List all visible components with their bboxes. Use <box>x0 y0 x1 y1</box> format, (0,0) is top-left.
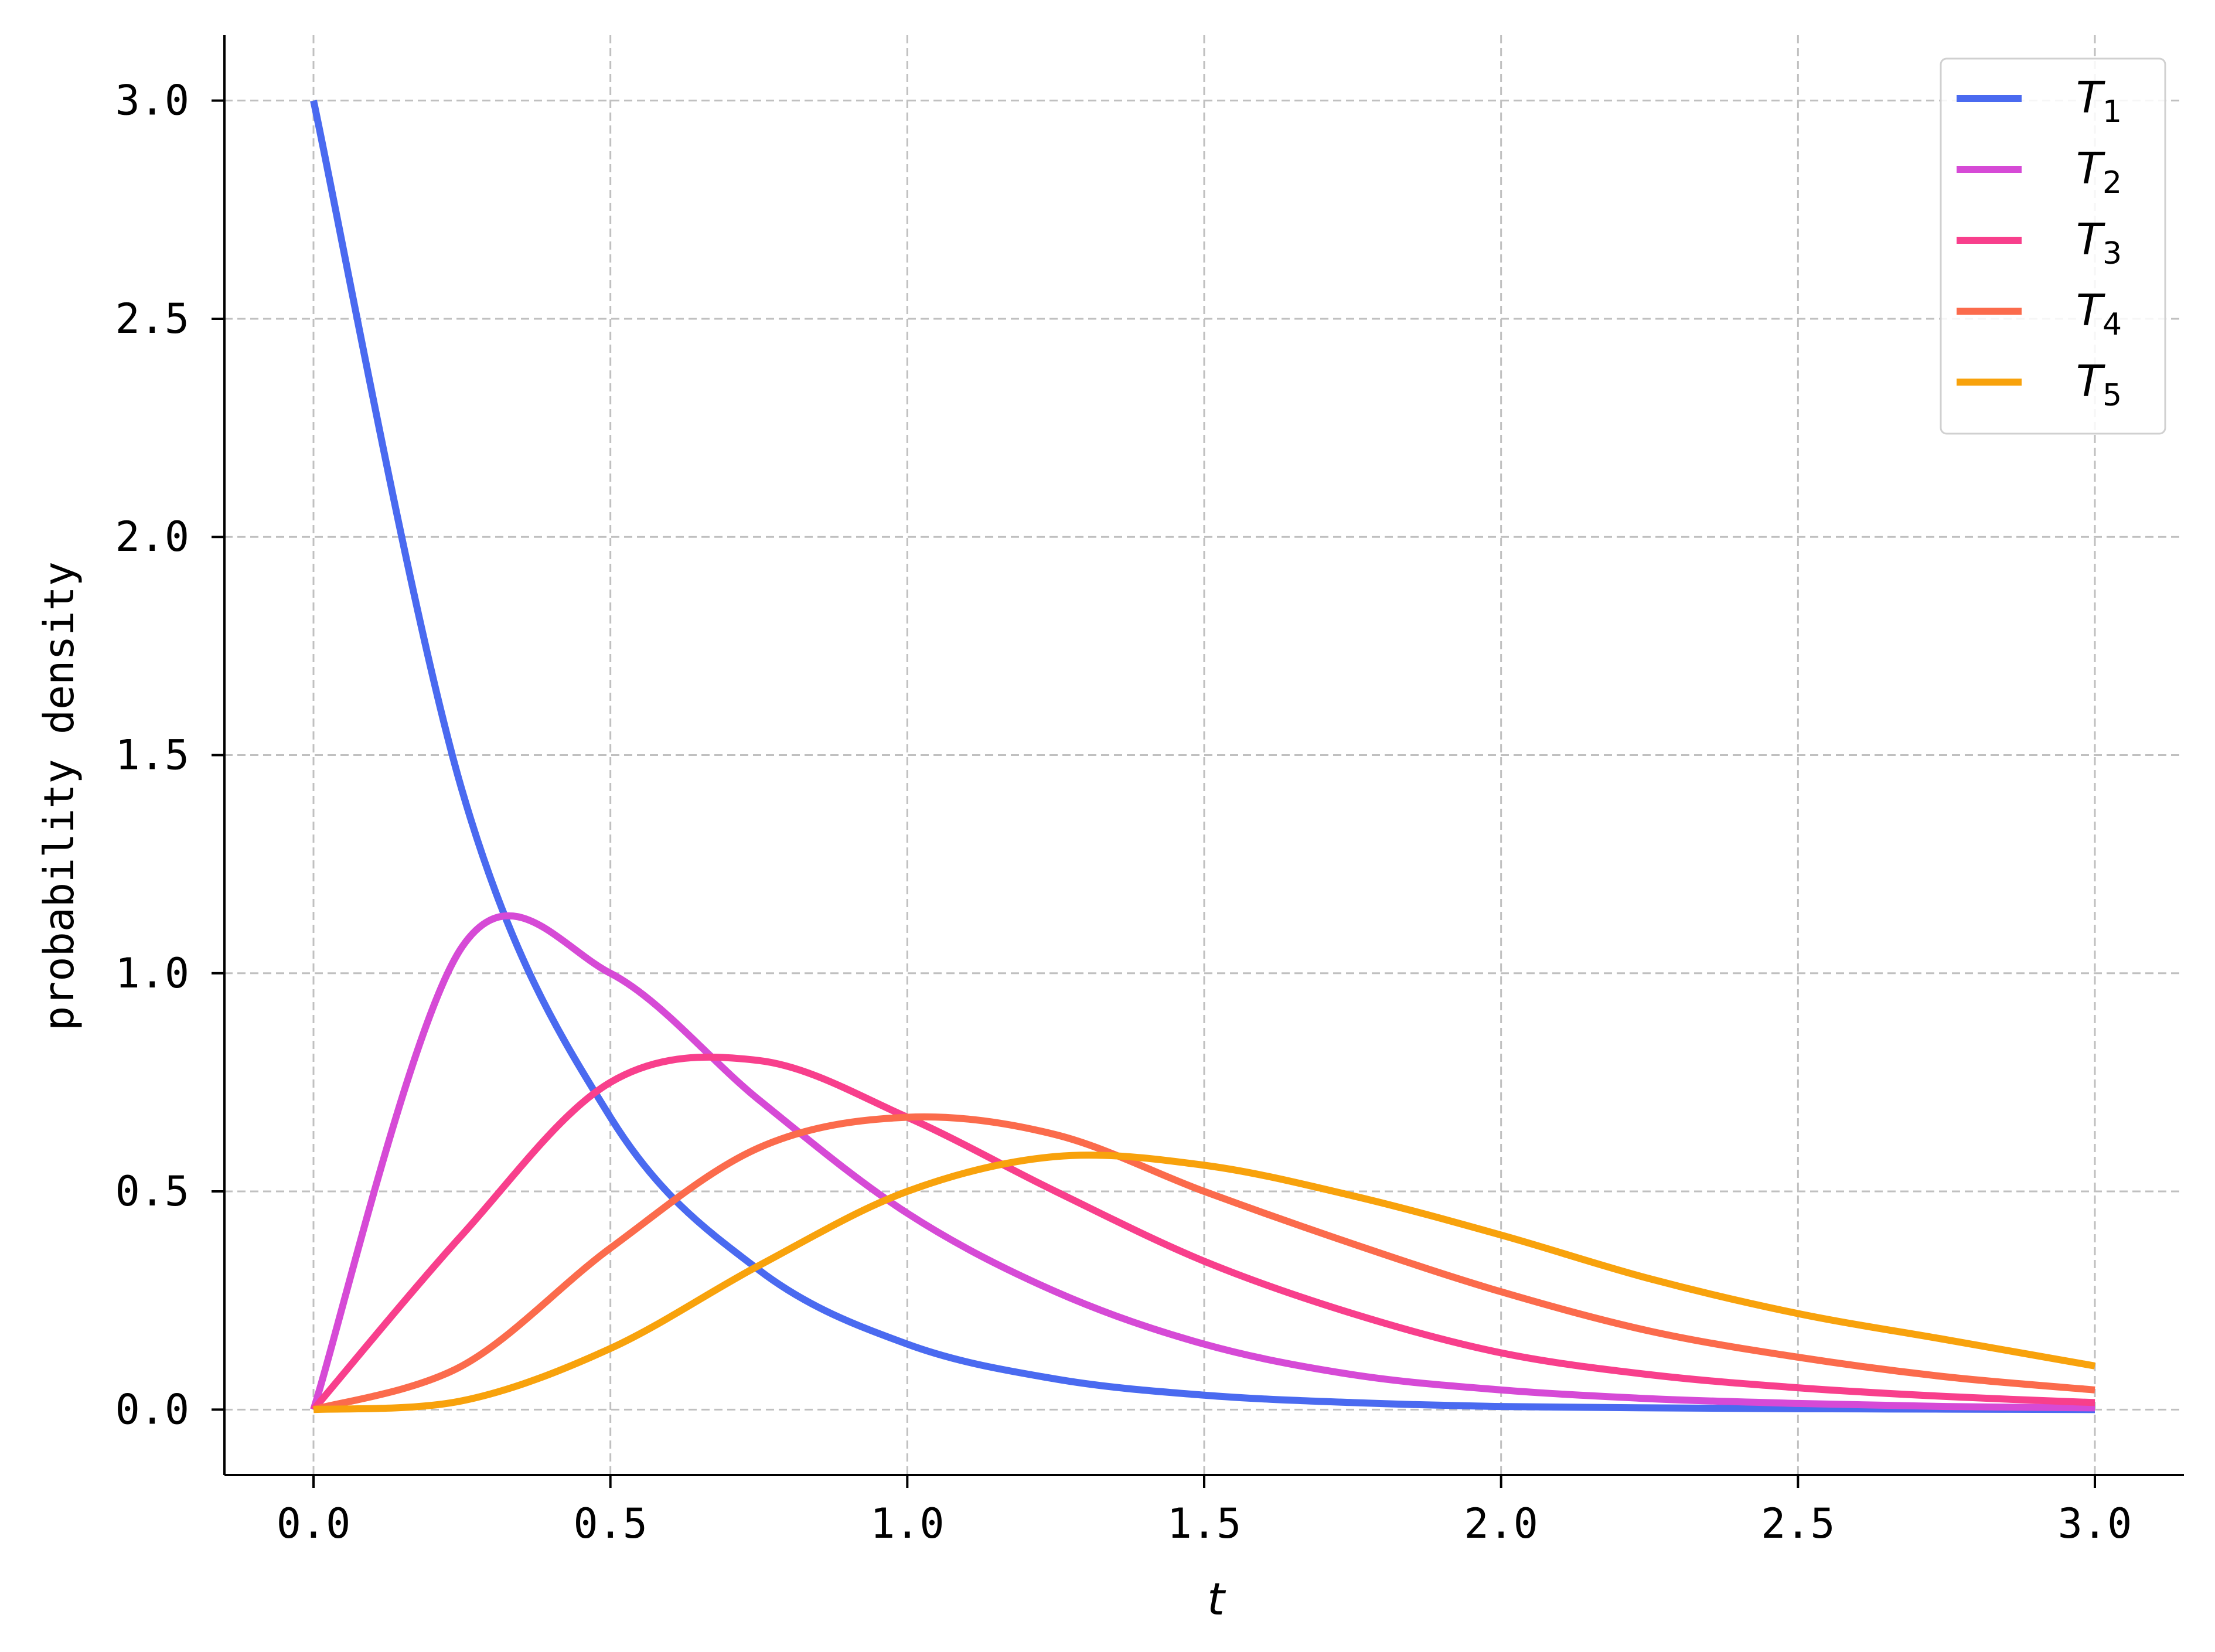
x-tick-label: 3.0 <box>2058 1500 2132 1548</box>
y-tick-label: 2.5 <box>115 295 189 343</box>
y-tick-label: 0.0 <box>115 1385 189 1433</box>
legend-label-T2: T2 <box>2076 144 2122 200</box>
y-tick-label: 3.0 <box>115 77 189 125</box>
x-tick-label: 0.0 <box>277 1500 350 1548</box>
x-tick-label: 1.5 <box>1167 1500 1241 1548</box>
y-axis-label: probability density <box>35 561 83 1031</box>
legend-label-T4: T4 <box>2076 285 2122 342</box>
y-tick-label: 0.5 <box>115 1167 189 1215</box>
legend-box <box>1940 57 2166 435</box>
series-line-T3 <box>311 1053 2095 1412</box>
legend-label-T1: T1 <box>2076 73 2122 130</box>
legend-label-T3: T3 <box>2076 214 2122 271</box>
legend-label-T5: T5 <box>2076 356 2122 413</box>
series-line-T4 <box>312 1113 2095 1413</box>
y-tick-label: 2.0 <box>115 513 189 561</box>
series-line-T2 <box>310 912 2095 1412</box>
x-tick-label: 0.5 <box>573 1500 647 1548</box>
x-axis-label: t <box>1207 1573 1226 1625</box>
x-tick-label: 2.0 <box>1464 1500 1538 1548</box>
series-line-T5 <box>313 1152 2096 1413</box>
x-tick-label: 2.5 <box>1761 1500 1835 1548</box>
y-tick-label: 1.0 <box>115 949 189 997</box>
series-line-T1 <box>310 100 2095 1413</box>
y-tick-label: 1.5 <box>115 731 189 779</box>
x-tick-label: 1.0 <box>870 1500 944 1548</box>
